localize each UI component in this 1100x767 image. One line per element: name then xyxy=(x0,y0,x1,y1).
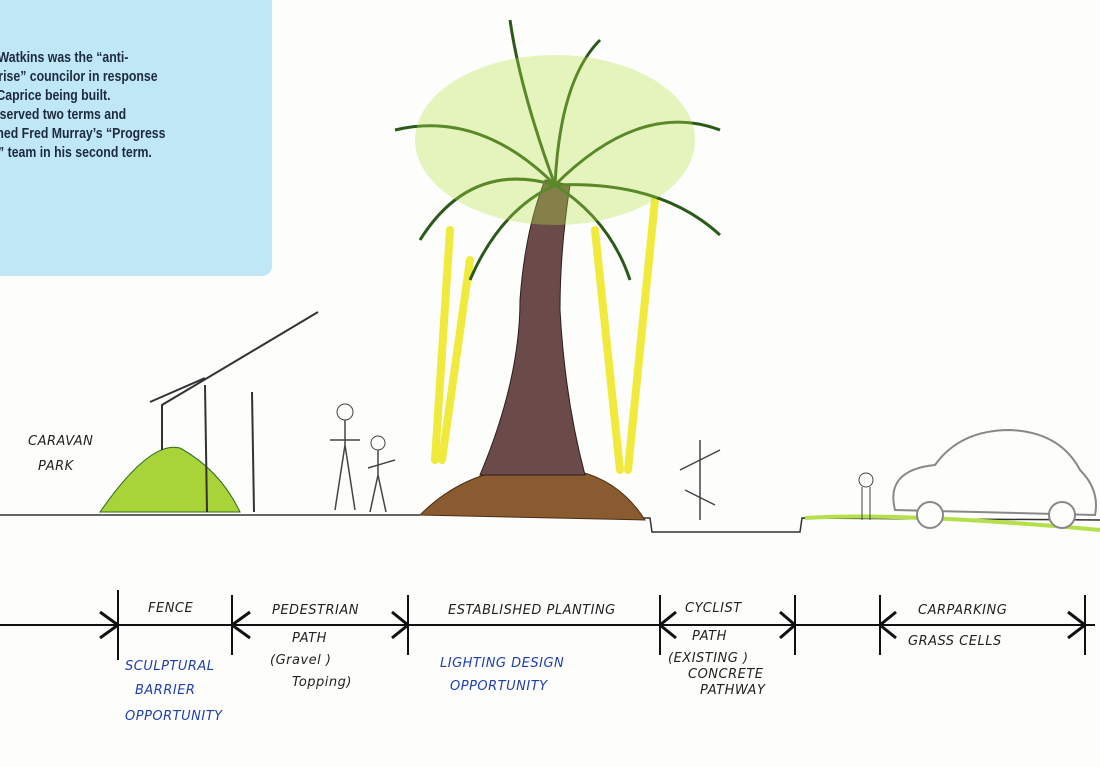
zone-label: PEDESTRIAN xyxy=(272,603,359,618)
tooltip-line: ned Fred Murray’s “Progress xyxy=(0,124,219,143)
person-head xyxy=(337,404,353,420)
people xyxy=(330,420,395,512)
opportunity-label: BARRIER xyxy=(135,683,195,698)
person-head xyxy=(371,436,385,450)
zone-label: CARPARKING xyxy=(918,603,1007,618)
tooltip-line: Caprice being built. xyxy=(0,86,219,105)
opportunity-label: OPPORTUNITY xyxy=(125,709,223,724)
zone-label: PATHWAY xyxy=(700,683,766,698)
car-wheel xyxy=(917,502,943,528)
planting-bed xyxy=(420,468,645,520)
tooltip-line: ” team in his second term. xyxy=(0,143,219,162)
zone-label: FENCE xyxy=(148,601,193,616)
cyclist xyxy=(680,440,720,520)
site-label: CARAVAN xyxy=(28,434,93,449)
zone-label: Topping) xyxy=(292,675,352,690)
zone-label: PATH xyxy=(292,631,327,646)
tooltip: m Watkins was the “anti- ghrise” council… xyxy=(0,0,272,276)
bollard-top xyxy=(859,473,873,487)
foliage xyxy=(415,55,695,225)
tooltip-line: ghrise” councilor in response xyxy=(0,67,219,86)
page: CARAVAN PARK FENCE PEDESTRIAN PATH (Grav… xyxy=(0,0,1100,767)
opportunity-label: OPPORTUNITY xyxy=(450,679,548,694)
zone-label: CONCRETE xyxy=(688,667,764,682)
tooltip-line: served two terms and xyxy=(0,105,219,124)
zone-label: GRASS CELLS xyxy=(908,634,1002,649)
opportunity-label: LIGHTING DESIGN xyxy=(440,656,564,671)
zone-label: PATH xyxy=(692,629,727,644)
site-label: PARK xyxy=(38,459,75,474)
tooltip-line: m Watkins was the “anti- xyxy=(0,48,219,67)
car-wheel xyxy=(1049,502,1075,528)
zone-label: CYCLIST xyxy=(685,601,742,616)
opportunity-label: SCULPTURAL xyxy=(125,659,215,674)
zone-label: ESTABLISHED PLANTING xyxy=(448,603,616,618)
zone-label: (Gravel ) xyxy=(270,653,331,668)
mound xyxy=(100,447,240,512)
zone-label: (EXISTING ) xyxy=(668,651,749,666)
